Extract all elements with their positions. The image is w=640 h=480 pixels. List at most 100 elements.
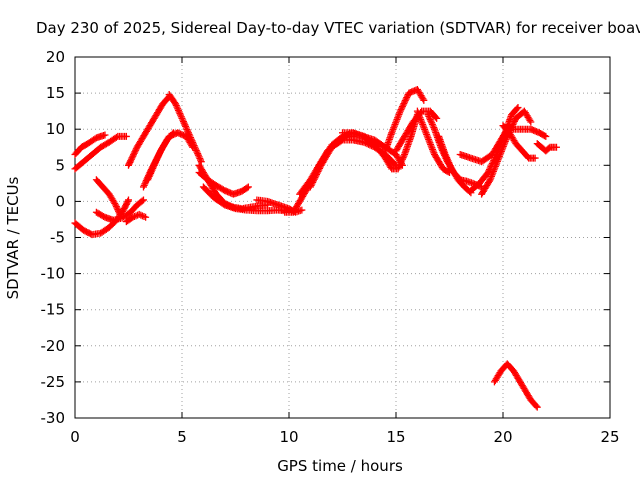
chart-title: Day 230 of 2025, Sidereal Day-to-day VTE… — [36, 19, 640, 37]
series-track-f — [122, 210, 150, 226]
data-point-marker — [177, 113, 185, 121]
data-point-marker — [499, 144, 507, 152]
data-point-marker — [415, 110, 423, 118]
data-point-marker — [427, 117, 435, 125]
data-point-marker — [298, 206, 306, 214]
data-point-marker — [491, 162, 499, 170]
data-point-marker — [313, 169, 321, 177]
data-point-marker — [447, 163, 455, 171]
data-point-marker — [488, 171, 496, 179]
data-point-marker — [531, 154, 539, 162]
data-point-marker — [395, 163, 403, 171]
data-point-marker — [526, 116, 534, 124]
data-point-marker — [135, 210, 143, 218]
series-track-a — [71, 131, 109, 158]
data-point-marker — [502, 136, 510, 144]
data-point-marker — [420, 96, 428, 104]
data-point-marker — [125, 160, 133, 168]
series-track-cc — [510, 125, 550, 140]
data-point-marker — [441, 150, 449, 158]
data-point-marker — [194, 151, 202, 159]
data-point-marker — [132, 146, 140, 154]
y-tick-label: -25 — [41, 373, 66, 391]
data-point-marker — [424, 134, 432, 142]
data-point-marker — [417, 117, 425, 125]
data-point-marker — [138, 197, 146, 205]
data-point-marker — [137, 211, 145, 219]
data-point-marker — [138, 212, 146, 220]
data-point-marker — [101, 131, 109, 139]
data-point-marker — [122, 132, 130, 140]
y-tick-label: -30 — [41, 409, 66, 427]
data-point-marker — [192, 145, 200, 153]
data-point-marker — [313, 171, 321, 179]
data-point-marker — [553, 143, 560, 151]
data-point-marker — [500, 141, 508, 149]
data-point-marker — [314, 167, 322, 175]
data-point-marker — [194, 150, 202, 158]
data-point-marker — [337, 137, 345, 145]
data-point-marker — [145, 173, 153, 181]
data-point-marker — [401, 98, 409, 106]
series-track-l — [195, 169, 252, 198]
data-point-marker — [487, 172, 495, 180]
data-point-marker — [398, 161, 406, 169]
data-point-marker — [395, 110, 403, 118]
data-point-marker — [185, 130, 193, 138]
data-point-marker — [501, 137, 509, 145]
data-point-marker — [527, 118, 535, 126]
data-point-marker — [175, 108, 183, 116]
data-point-marker — [443, 155, 451, 163]
data-point-marker — [139, 183, 147, 191]
data-point-marker — [390, 124, 398, 132]
data-point-marker — [130, 149, 138, 157]
data-point-marker — [419, 95, 427, 103]
data-point-marker — [510, 117, 518, 125]
data-point-marker — [513, 105, 521, 113]
data-point-marker — [172, 102, 180, 110]
data-point-marker — [415, 112, 423, 120]
data-point-marker — [392, 117, 400, 125]
data-point-marker — [127, 157, 135, 165]
data-point-marker — [396, 109, 404, 117]
data-point-marker — [141, 180, 149, 188]
data-point-marker — [426, 139, 434, 147]
data-point-marker — [398, 103, 406, 111]
data-point-marker — [196, 154, 204, 162]
x-tick-label: 5 — [177, 428, 187, 446]
data-point-marker — [124, 197, 132, 205]
data-point-marker — [178, 114, 186, 122]
data-point-marker — [168, 130, 176, 138]
data-point-marker — [316, 163, 324, 171]
data-point-marker — [425, 137, 433, 145]
data-point-marker — [193, 148, 201, 156]
data-point-marker — [388, 129, 396, 137]
data-point-marker — [189, 138, 197, 146]
data-point-marker — [113, 204, 121, 212]
data-point-marker — [433, 114, 441, 122]
data-point-marker — [182, 124, 190, 132]
data-point-marker — [532, 402, 540, 410]
data-point-marker — [310, 175, 318, 183]
data-point-marker — [315, 166, 323, 174]
data-point-marker — [508, 122, 516, 130]
data-point-marker — [492, 161, 500, 169]
data-point-marker — [189, 140, 197, 148]
data-point-marker — [131, 148, 139, 156]
data-point-marker — [432, 113, 440, 121]
data-point-marker — [426, 116, 434, 124]
series-track-k — [195, 161, 272, 213]
data-point-marker — [417, 115, 425, 123]
data-point-marker — [425, 135, 433, 143]
data-point-marker — [401, 97, 409, 105]
series-track-i — [144, 129, 177, 184]
y-tick-label: -15 — [41, 301, 66, 319]
data-point-marker — [497, 147, 505, 155]
data-point-marker — [423, 132, 431, 140]
data-point-marker — [399, 101, 407, 109]
series-track-d — [92, 196, 147, 224]
data-point-marker — [485, 177, 493, 185]
data-point-marker — [177, 111, 185, 119]
series-track-u — [392, 107, 441, 155]
